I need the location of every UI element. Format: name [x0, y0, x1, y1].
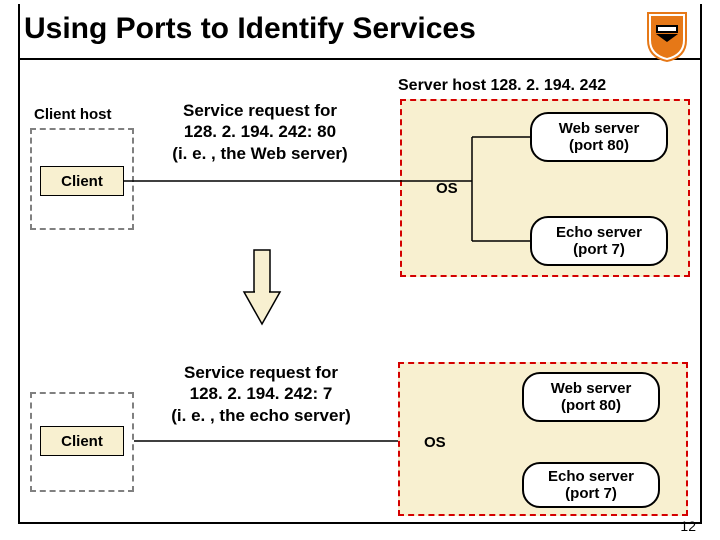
req-bottom-line1: Service request for — [184, 363, 338, 382]
title-divider — [18, 58, 702, 60]
request-text-top: Service request for 128. 2. 194. 242: 80… — [150, 100, 370, 164]
page-title: Using Ports to Identify Services — [24, 12, 476, 46]
echo-server-box-top: Echo server (port 7) — [530, 216, 668, 266]
req-top-line2: 128. 2. 194. 242: 80 — [184, 122, 336, 141]
req-top-line3: (i. e. , the Web server) — [172, 144, 347, 163]
client-box-bottom: Client — [40, 426, 124, 456]
request-text-bottom: Service request for 128. 2. 194. 242: 7 … — [146, 362, 376, 426]
req-top-line1: Service request for — [183, 101, 337, 120]
crest-logo — [642, 10, 692, 62]
page-number: 12 — [680, 518, 696, 534]
web-server-box-top: Web server (port 80) — [530, 112, 668, 162]
client-box-top: Client — [40, 166, 124, 196]
server-host-label: Server host 128. 2. 194. 242 — [398, 76, 606, 95]
os-label-top: OS — [436, 180, 458, 197]
echo-server-box-bottom: Echo server (port 7) — [522, 462, 660, 508]
client-host-label: Client host — [34, 106, 112, 124]
os-label-bottom: OS — [424, 434, 446, 451]
web-server-box-bottom: Web server (port 80) — [522, 372, 660, 422]
down-arrow-icon — [240, 248, 284, 333]
req-bottom-line2: 128. 2. 194. 242: 7 — [190, 384, 333, 403]
req-bottom-line3: (i. e. , the echo server) — [171, 406, 351, 425]
